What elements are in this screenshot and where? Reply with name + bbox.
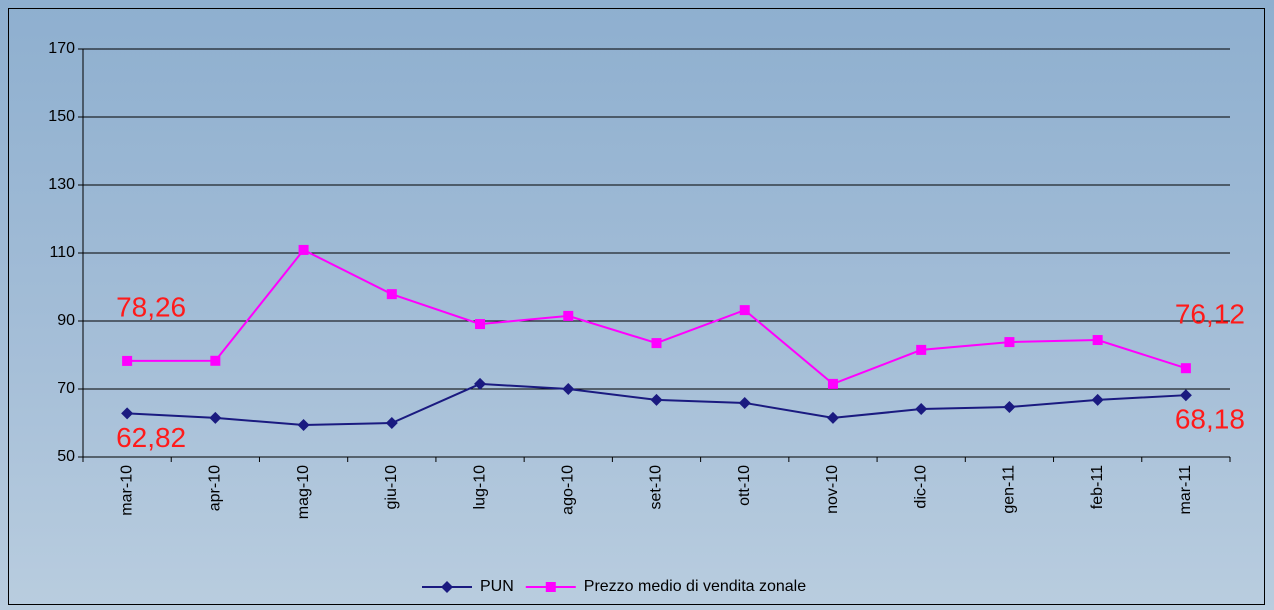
point xyxy=(1091,393,1104,406)
y-tick-label: 130 xyxy=(48,176,75,193)
x-tick-label: set-10 xyxy=(648,465,665,510)
x-tick-label: giu-10 xyxy=(383,465,400,510)
point xyxy=(475,319,486,330)
x-tick-label: apr-10 xyxy=(207,465,224,511)
y-tick-label: 90 xyxy=(57,312,75,329)
y-tick-label: 70 xyxy=(57,380,75,397)
x-tick-label: lug-10 xyxy=(471,465,488,510)
y-tick-label: 170 xyxy=(48,40,75,57)
point xyxy=(209,411,222,424)
point xyxy=(210,355,221,366)
point xyxy=(122,355,133,366)
y-tick-label: 110 xyxy=(49,244,75,261)
point xyxy=(651,338,662,349)
data-label: 76,12 xyxy=(1175,299,1245,330)
point xyxy=(738,396,751,409)
point xyxy=(385,417,398,429)
point xyxy=(826,411,839,424)
legend-label: Prezzo medio di vendita zonale xyxy=(584,578,806,595)
point xyxy=(650,393,663,406)
point xyxy=(1092,335,1103,346)
point xyxy=(297,419,310,432)
point xyxy=(474,377,487,390)
x-tick-label: gen-11 xyxy=(1001,465,1018,514)
point xyxy=(298,244,309,255)
x-tick-label: mag-10 xyxy=(295,465,312,519)
x-tick-label: dic-10 xyxy=(912,465,929,509)
point xyxy=(545,582,556,592)
point xyxy=(1004,337,1015,348)
x-tick-label: mar-11 xyxy=(1177,465,1194,515)
point xyxy=(121,407,134,420)
point xyxy=(386,289,397,300)
point xyxy=(562,383,575,395)
point xyxy=(1179,389,1192,402)
point xyxy=(441,581,453,593)
point xyxy=(563,310,574,321)
point xyxy=(916,344,927,355)
x-tick-label: mar-10 xyxy=(118,465,135,516)
y-tick-label: 50 xyxy=(57,448,75,465)
data-label: 62,82 xyxy=(116,422,186,453)
y-tick-label: 150 xyxy=(48,108,75,125)
point xyxy=(915,403,928,416)
point xyxy=(1180,363,1191,374)
point xyxy=(827,378,838,389)
x-tick-label: ago-10 xyxy=(559,465,576,515)
legend-label: PUN xyxy=(480,578,514,595)
chart-frame xyxy=(8,8,1265,605)
point xyxy=(739,305,750,316)
x-tick-label: ott-10 xyxy=(736,465,753,506)
x-tick-label: feb-11 xyxy=(1089,465,1106,509)
x-tick-label: nov-10 xyxy=(824,465,841,514)
data-label: 78,26 xyxy=(116,291,186,322)
point xyxy=(1003,401,1016,414)
data-label: 68,18 xyxy=(1175,404,1245,435)
